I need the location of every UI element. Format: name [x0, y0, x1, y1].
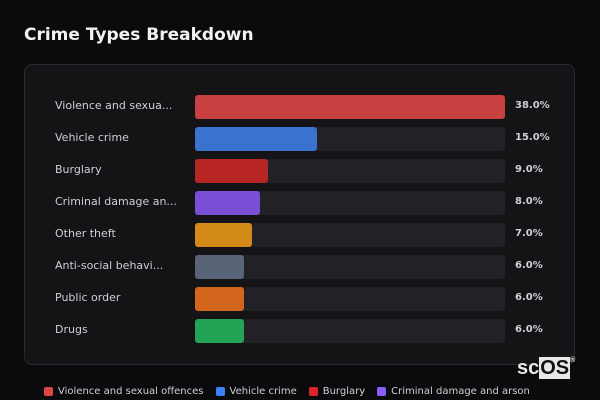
- category-label: Criminal damage an...: [55, 195, 177, 208]
- value-label: 9.0%: [515, 164, 543, 175]
- bar-row: Violence and sexua... 38.0%: [25, 95, 574, 119]
- bar-track: [195, 159, 505, 183]
- legend-swatch: [377, 387, 387, 396]
- bar-row: Anti-social behavi... 6.0%: [25, 255, 574, 279]
- bar: [195, 319, 244, 343]
- bar: [195, 127, 318, 151]
- bar: [195, 191, 261, 215]
- value-label: 6.0%: [515, 260, 543, 271]
- bar: [195, 223, 253, 247]
- bar-row: Drugs 6.0%: [25, 319, 574, 343]
- category-label: Vehicle crime: [55, 131, 129, 144]
- bar-row: Public order 6.0%: [25, 287, 574, 311]
- category-label: Public order: [55, 291, 121, 304]
- bar: [195, 95, 505, 119]
- legend-item[interactable]: Burglary: [308, 386, 366, 397]
- bar-track: [195, 319, 505, 343]
- legend-label: Criminal damage and arson: [391, 386, 530, 397]
- legend-label: Violence and sexual offences: [58, 386, 204, 397]
- category-label: Burglary: [55, 163, 102, 176]
- legend-swatch: [215, 387, 225, 396]
- bar-track: [195, 191, 505, 215]
- scos-logo: scOS®: [517, 357, 576, 379]
- value-label: 8.0%: [515, 196, 543, 207]
- category-label: Other theft: [55, 227, 116, 240]
- value-label: 15.0%: [515, 132, 550, 143]
- category-label: Anti-social behavi...: [55, 259, 164, 272]
- chart-title: Crime Types Breakdown: [24, 25, 254, 45]
- bar-row: Other theft 7.0%: [25, 223, 574, 247]
- bar-track: [195, 95, 505, 119]
- chart-panel: Violence and sexua... 38.0% Vehicle crime…: [24, 64, 575, 365]
- bar-track: [195, 255, 505, 279]
- bar: [195, 255, 244, 279]
- legend-item[interactable]: Criminal damage and arson: [377, 386, 530, 397]
- bar-track: [195, 287, 505, 311]
- legend-item[interactable]: Violence and sexual offences: [44, 386, 204, 397]
- bar-row: Criminal damage an... 8.0%: [25, 191, 574, 215]
- value-label: 6.0%: [515, 292, 543, 303]
- bar-track: [195, 127, 505, 151]
- bar-row: Burglary 9.0%: [25, 159, 574, 183]
- legend-label: Vehicle crime: [229, 386, 297, 397]
- bar: [195, 159, 269, 183]
- value-label: 7.0%: [515, 228, 543, 239]
- legend: Violence and sexual offences Vehicle crim…: [44, 386, 530, 397]
- bar-track: [195, 223, 505, 247]
- legend-swatch: [308, 387, 318, 396]
- category-label: Violence and sexua...: [55, 99, 173, 112]
- category-label: Drugs: [55, 323, 88, 336]
- value-label: 6.0%: [515, 324, 543, 335]
- legend-label: Burglary: [322, 386, 366, 397]
- legend-item[interactable]: Vehicle crime: [215, 386, 297, 397]
- value-label: 38.0%: [515, 100, 550, 111]
- bar-row: Vehicle crime 15.0%: [25, 127, 574, 151]
- legend-swatch: [44, 387, 53, 396]
- bar: [195, 287, 244, 311]
